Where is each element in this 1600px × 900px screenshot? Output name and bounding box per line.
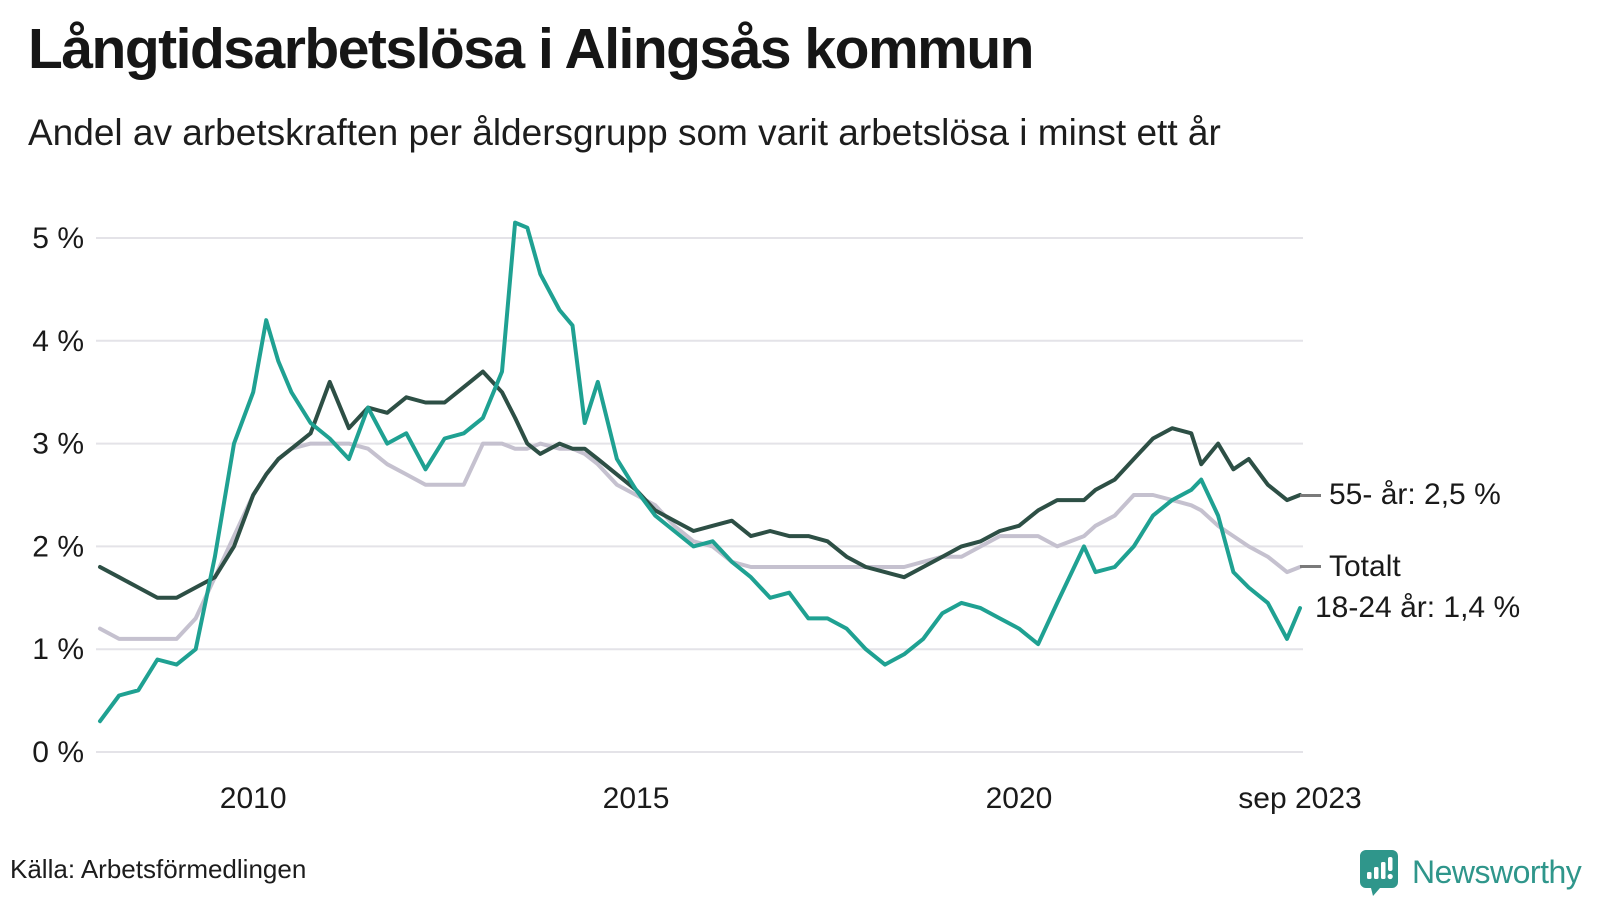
series-end-label-18-24-år: 18-24 år: 1,4 % xyxy=(1300,593,1520,623)
label-connector-line xyxy=(1300,565,1321,569)
x-axis-tick-label: 2010 xyxy=(220,782,287,815)
series-end-label-text: 18-24 år: 1,4 % xyxy=(1315,591,1521,625)
y-axis-tick-label: 0 % xyxy=(32,736,84,769)
x-axis-tick-label: sep 2023 xyxy=(1238,782,1361,815)
y-axis-tick-label: 3 % xyxy=(32,428,84,461)
x-axis-tick-label: 2015 xyxy=(603,782,670,815)
source-note: Källa: Arbetsförmedlingen xyxy=(10,854,307,884)
label-connector-line xyxy=(1300,493,1321,497)
newsworthy-wordmark: Newsworthy xyxy=(1412,853,1582,890)
series-end-label-55--år: 55- år: 2,5 % xyxy=(1300,480,1501,510)
series-end-label-text: 55- år: 2,5 % xyxy=(1329,478,1501,511)
series-end-label-text: Totalt xyxy=(1329,549,1401,583)
y-axis-tick-label: 5 % xyxy=(32,222,84,255)
series-end-label-totalt: Totalt xyxy=(1300,549,1401,583)
chart-title: Långtidsarbetslösa i Alingsås kommun xyxy=(28,17,1034,81)
series-line-55--år xyxy=(98,369,1302,600)
newsworthy-logo: Newsworthy xyxy=(1358,848,1582,896)
y-axis-tick-label: 1 % xyxy=(32,633,84,666)
y-axis-tick-label: 2 % xyxy=(32,530,84,563)
x-axis-tick-label: 2020 xyxy=(986,782,1053,815)
newsworthy-badge-icon xyxy=(1360,850,1398,896)
chart-subtitle: Andel av arbetskraften per åldersgrupp s… xyxy=(28,112,1221,153)
series-line-18-24-år xyxy=(98,220,1302,724)
y-axis-tick-label: 4 % xyxy=(32,325,84,358)
